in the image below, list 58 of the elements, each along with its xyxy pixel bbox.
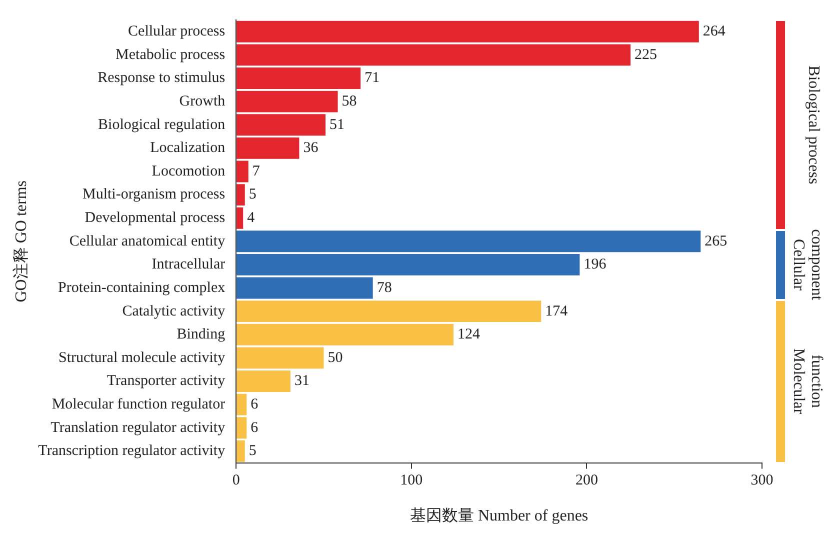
data-label: 31 [294, 373, 310, 390]
bar [236, 230, 701, 252]
data-label: 5 [248, 186, 256, 203]
data-label: 7 [252, 163, 260, 180]
bar [236, 440, 245, 462]
data-label: 225 [634, 46, 658, 63]
data-label: 51 [330, 116, 345, 133]
bar [236, 300, 542, 322]
x-axis-title: 基因数量 Number of genes [410, 506, 588, 525]
data-label: 265 [704, 233, 728, 250]
data-label: 5 [248, 443, 256, 460]
y-tick-label: Biological regulation [98, 116, 226, 133]
x-tick-label: 100 [400, 472, 423, 489]
y-tick-label: Response to stimulus [98, 70, 226, 86]
y-tick-label: Growth [179, 94, 226, 110]
data-label: 36 [303, 140, 319, 156]
bar [236, 184, 245, 206]
y-tick-label: Multi-organism process [82, 186, 226, 203]
data-label: 264 [702, 24, 726, 40]
y-tick-label: Catalytic activity [122, 303, 226, 320]
bar [236, 370, 290, 392]
data-label: 124 [457, 326, 480, 343]
bar [236, 160, 248, 182]
y-axis-title: GO注释 GO terms [12, 180, 30, 302]
text: Molecular function [790, 348, 825, 415]
data-label: 4 [247, 210, 256, 226]
y-tick-label: Developmental process [84, 210, 226, 226]
data-label: 6 [250, 396, 259, 412]
bar [236, 277, 373, 299]
y-tick-label: Cellular anatomical entity [69, 233, 226, 250]
data-label: 50 [328, 350, 343, 366]
y-tick-label: Intracellular [152, 256, 226, 273]
y-tick-label: Molecular function regulator [52, 396, 226, 412]
y-tick-label: Transcription regulator activity [38, 443, 226, 460]
bar [236, 207, 244, 229]
bar [236, 254, 580, 276]
data-label: 78 [376, 280, 392, 296]
y-tick-label: Metabolic process [116, 46, 226, 63]
x-tick-label: 300 [750, 472, 774, 489]
bar [236, 137, 300, 159]
y-tick-label: Transporter activity [106, 373, 226, 390]
data-label: 6 [250, 420, 259, 436]
data-label: 71 [364, 70, 380, 86]
data-label: 174 [545, 303, 568, 320]
y-tick-label: Cellular process [128, 24, 226, 40]
y-tick-label: Localization [150, 140, 226, 156]
y-tick-label: Locomotion [152, 163, 226, 180]
text: Cellular component [790, 229, 825, 301]
y-tick-label: Protein-containing complex [58, 280, 226, 296]
y-tick-label: Binding [176, 326, 226, 343]
y-tick-label: Translation regulator activity [50, 420, 226, 436]
x-tick-label: 200 [575, 472, 598, 489]
y-tick-label: Structural molecule activity [58, 350, 226, 366]
text: Biological process [804, 66, 822, 184]
bar [236, 68, 361, 89]
data-label: 58 [342, 94, 357, 110]
data-label: 196 [584, 256, 607, 273]
x-tick-label: 0 [232, 472, 240, 489]
